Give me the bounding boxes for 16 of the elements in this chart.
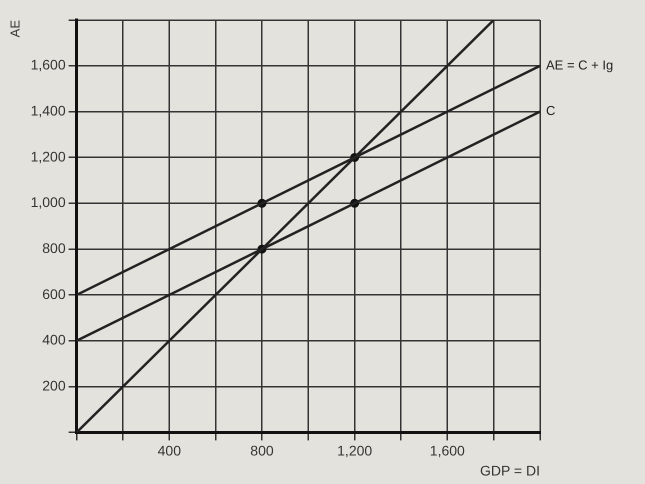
y-tick-label: 1,000 [30,194,66,210]
y-axis-title: AE [7,20,22,38]
y-tick-label: 1,600 [30,56,66,73]
y-tick-label: 200 [42,377,66,394]
series-label: C [546,103,556,118]
x-tick-label: 1,600 [430,442,466,459]
x-axis-title: GDP = DI [480,462,540,478]
y-tick-label: 1,400 [30,102,66,119]
y-tick-label: 400 [42,332,66,348]
series-label: AE = C + Ig [546,57,614,72]
y-tick-label: 1,200 [30,148,66,164]
x-tick-label: 400 [158,442,182,459]
x-tick-label: 1,200 [337,442,372,459]
x-tick-label: 800 [250,442,274,459]
y-tick-label: 600 [42,286,66,302]
y-tick-label: 800 [42,240,66,256]
